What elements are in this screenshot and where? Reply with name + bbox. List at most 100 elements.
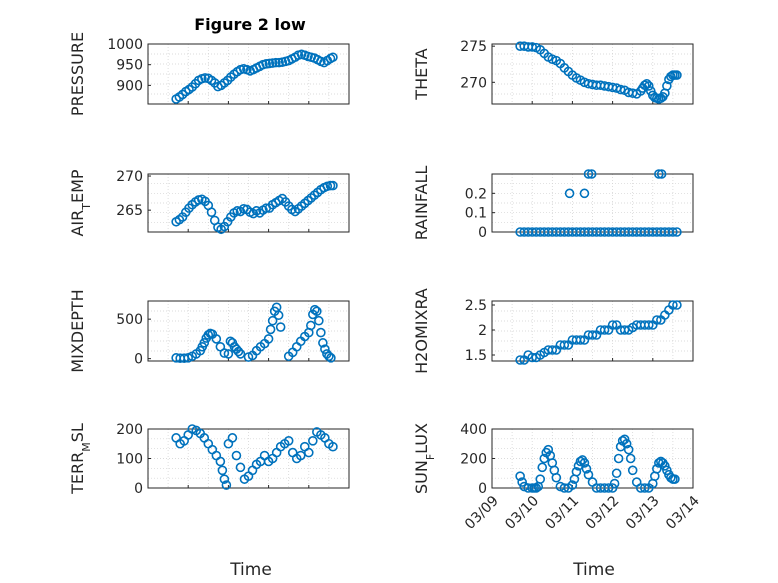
data-point xyxy=(324,351,334,362)
data-point xyxy=(571,466,582,477)
figure-title: Figure 2 low xyxy=(194,15,306,34)
data-point xyxy=(314,315,324,326)
data-point xyxy=(312,306,322,317)
data-point xyxy=(627,465,638,476)
subplot-h2omixra: 2.5 2 1.5 H2OMIXRA xyxy=(412,288,694,374)
data-point xyxy=(564,188,575,199)
y-axis-label: MIXDEPTH xyxy=(68,289,87,372)
y-tick-label: 275 xyxy=(460,39,487,55)
data-point xyxy=(537,462,548,473)
y-tick-label: 1.5 xyxy=(465,348,487,364)
data-point xyxy=(670,474,680,484)
data-point xyxy=(267,315,278,326)
y-tick-label: 0.1 xyxy=(465,206,487,222)
subplot-pressure: 1000 950 900 PRESSURE xyxy=(68,32,350,116)
data-point xyxy=(211,334,222,344)
data-point xyxy=(607,320,618,330)
data-point xyxy=(559,340,570,350)
data-point xyxy=(271,57,281,68)
data-point xyxy=(306,320,316,331)
data-point xyxy=(517,477,527,487)
y-axis-label: PRESSURE xyxy=(68,32,87,116)
y-axis-label: AIRTEMP xyxy=(68,169,93,236)
data-point xyxy=(206,207,217,218)
y-tick-label: 0 xyxy=(478,225,487,241)
axes-box xyxy=(491,300,694,362)
data-point xyxy=(587,330,598,340)
subplot-rainfall: 0.2 0.1 0 RAINFALL xyxy=(412,166,694,241)
data-point xyxy=(543,444,554,455)
x-tick-label: 03/09 xyxy=(462,493,502,533)
data-point xyxy=(603,483,614,493)
data-point xyxy=(215,456,226,467)
data-point xyxy=(223,349,234,359)
data-point xyxy=(672,227,682,237)
data-point xyxy=(274,57,284,68)
data-point xyxy=(219,474,230,484)
data-point xyxy=(662,81,672,91)
data-point xyxy=(235,349,246,359)
data-point xyxy=(643,320,654,330)
y-tick-label: 270 xyxy=(116,169,143,185)
data-point xyxy=(609,478,620,489)
data-point xyxy=(672,300,682,310)
data-point xyxy=(611,468,622,479)
axes-box xyxy=(491,43,694,105)
data-point xyxy=(662,465,672,476)
y-axis-label: THETA xyxy=(412,48,431,100)
y-tick-label: 1000 xyxy=(107,37,143,53)
data-point xyxy=(575,335,586,345)
x-axis-label-left: Time xyxy=(229,560,272,580)
data-point xyxy=(217,465,228,476)
data-point xyxy=(203,330,214,340)
data-point xyxy=(291,341,302,352)
data-point xyxy=(652,315,662,325)
data-point xyxy=(551,472,562,483)
y-tick-label: 270 xyxy=(460,75,487,91)
data-point xyxy=(261,59,271,69)
data-point xyxy=(199,338,210,348)
y-axis-label: RAINFALL xyxy=(412,166,431,241)
data-point xyxy=(265,324,276,335)
data-point xyxy=(625,453,636,464)
x-tick-label: 03/12 xyxy=(583,493,623,533)
y-tick-label: 100 xyxy=(116,452,143,468)
data-point xyxy=(267,58,278,68)
y-tick-label: 500 xyxy=(116,312,143,328)
data-point xyxy=(219,348,230,358)
subplot-theta: 275 270 THETA xyxy=(412,39,694,105)
y-axis-label: H2OMIXRA xyxy=(412,288,431,374)
data-point xyxy=(641,78,652,89)
data-point xyxy=(527,42,538,52)
data-point xyxy=(531,483,542,493)
subplot-terr-msl: 200 100 0 TERRMSL xyxy=(68,422,350,497)
data-point xyxy=(639,80,650,91)
data-point xyxy=(567,480,578,490)
data-point xyxy=(654,169,664,179)
data-point xyxy=(235,462,246,473)
data-point xyxy=(320,344,330,354)
data-point xyxy=(607,483,618,493)
subplot-mixdepth: 500 0 MIXDEPTH xyxy=(68,289,350,373)
data-point xyxy=(326,353,336,363)
data-point xyxy=(586,169,597,179)
data-point xyxy=(328,52,338,63)
y-tick-label: 0.2 xyxy=(465,186,487,202)
data-point xyxy=(623,444,634,455)
data-point xyxy=(515,355,525,365)
data-point xyxy=(275,322,286,332)
data-point xyxy=(583,469,594,480)
data-point xyxy=(316,327,326,338)
x-axis-label-right: Time xyxy=(572,560,615,580)
data-point xyxy=(295,450,306,461)
subplot-air-temp: 270 265 AIRTEMP xyxy=(68,169,350,237)
data-point xyxy=(656,169,667,179)
x-tick-label: 03/10 xyxy=(502,493,542,533)
subplot-sun-flux: 400 200 003/09 03/10 03/11 03/12 03/13 03/14 SUN… xyxy=(412,422,703,533)
data-point xyxy=(318,338,328,348)
data-point xyxy=(535,474,546,484)
data-point xyxy=(310,304,320,315)
y-tick-label: 0 xyxy=(134,352,143,368)
data-point xyxy=(303,447,314,458)
y-tick-label: 0 xyxy=(134,481,143,497)
